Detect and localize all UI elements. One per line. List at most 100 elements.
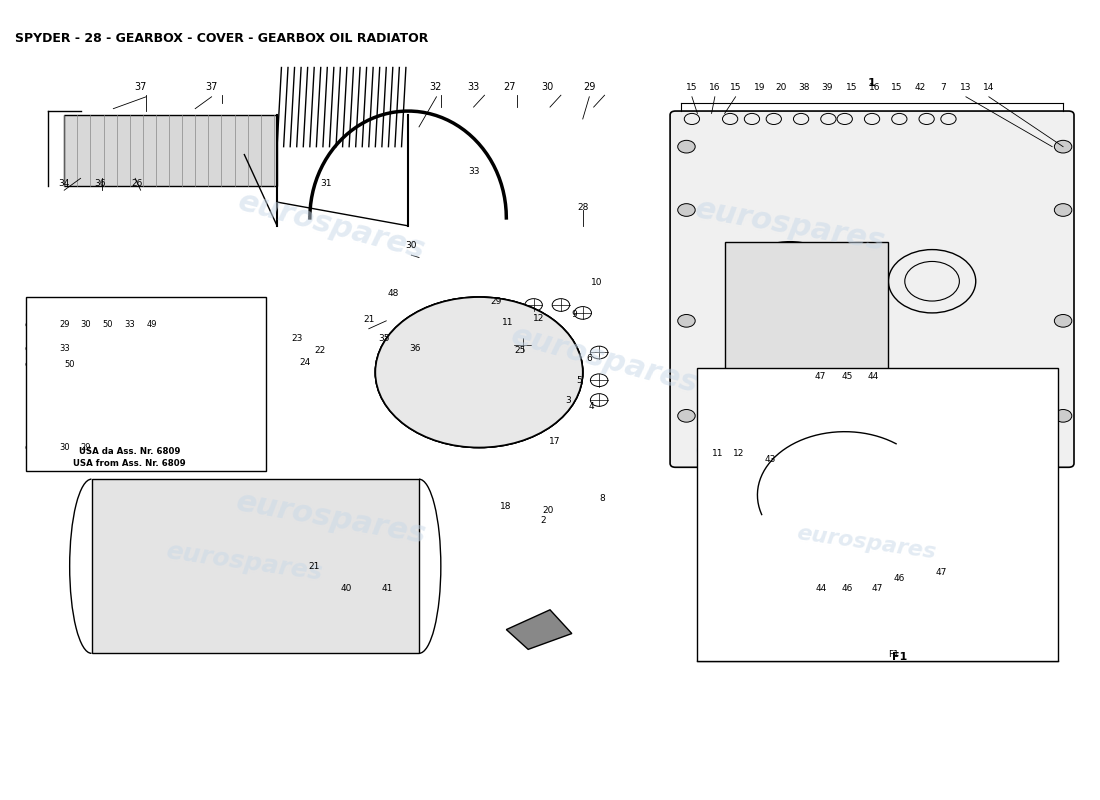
Text: 44: 44: [868, 372, 879, 381]
Text: 12: 12: [534, 314, 544, 323]
Circle shape: [678, 204, 695, 216]
Bar: [26, 297, 266, 471]
Text: 23: 23: [292, 334, 302, 342]
Circle shape: [1054, 314, 1071, 327]
Text: 46: 46: [842, 584, 852, 593]
Text: 15: 15: [729, 82, 741, 92]
Text: 10: 10: [591, 278, 603, 287]
Text: 33: 33: [468, 82, 480, 92]
Text: 30: 30: [541, 82, 554, 92]
Text: 47: 47: [872, 584, 883, 593]
Text: 4: 4: [588, 402, 594, 411]
Text: 38: 38: [799, 82, 810, 92]
Text: 24: 24: [300, 358, 311, 367]
Text: 30: 30: [80, 320, 91, 330]
Text: 6: 6: [586, 354, 592, 363]
Text: 44: 44: [815, 584, 826, 593]
Bar: [725, 242, 889, 384]
Text: 46: 46: [893, 574, 905, 582]
Text: eurospares: eurospares: [234, 187, 429, 265]
Text: 40: 40: [340, 584, 352, 593]
Text: eurospares: eurospares: [508, 322, 702, 399]
Text: 42: 42: [914, 82, 926, 92]
Text: eurospares: eurospares: [795, 523, 937, 562]
Text: 14: 14: [983, 82, 994, 92]
Text: 33: 33: [58, 344, 69, 353]
Text: 48: 48: [387, 289, 398, 298]
Text: 15: 15: [891, 82, 903, 92]
Text: USA da Ass. Nr. 6809: USA da Ass. Nr. 6809: [79, 447, 180, 456]
Text: 35: 35: [378, 334, 389, 342]
Text: 1: 1: [868, 78, 876, 88]
Text: 50: 50: [102, 320, 113, 330]
Circle shape: [47, 443, 58, 451]
Text: 3: 3: [565, 395, 571, 405]
Text: 33: 33: [124, 320, 135, 330]
Text: 16: 16: [869, 82, 880, 92]
Text: 9: 9: [571, 310, 576, 319]
Text: 37: 37: [206, 82, 218, 92]
Text: 7: 7: [940, 82, 946, 92]
Text: USA from Ass. Nr. 6809: USA from Ass. Nr. 6809: [74, 459, 186, 468]
Text: 22: 22: [314, 346, 326, 355]
Text: eurospares: eurospares: [693, 195, 888, 257]
Text: 5: 5: [576, 376, 582, 385]
Text: 28: 28: [578, 203, 588, 212]
Text: 17: 17: [549, 437, 560, 446]
Text: 30: 30: [406, 241, 417, 250]
Text: 11: 11: [713, 450, 724, 458]
Circle shape: [1054, 140, 1071, 153]
Text: 18: 18: [499, 502, 512, 511]
Text: 33: 33: [468, 167, 480, 177]
Text: 29: 29: [583, 82, 595, 92]
Text: 19: 19: [754, 82, 766, 92]
Text: 32: 32: [429, 82, 441, 92]
Text: 13: 13: [960, 82, 971, 92]
Text: 29: 29: [491, 297, 503, 306]
Text: eurospares: eurospares: [234, 488, 429, 550]
Text: 31: 31: [320, 179, 332, 188]
Text: 29: 29: [59, 320, 69, 330]
Circle shape: [26, 361, 37, 368]
Text: 34: 34: [58, 179, 70, 188]
Text: 29: 29: [80, 443, 91, 452]
Circle shape: [375, 297, 583, 447]
Text: F1: F1: [892, 652, 907, 662]
Text: 39: 39: [822, 82, 833, 92]
Circle shape: [26, 345, 37, 353]
Bar: [697, 368, 1057, 662]
Text: 49: 49: [146, 320, 157, 330]
Text: 26: 26: [132, 179, 143, 188]
Text: 47: 47: [815, 372, 826, 381]
Text: 37: 37: [134, 82, 146, 92]
Circle shape: [678, 140, 695, 153]
Text: 20: 20: [542, 506, 553, 515]
Text: 15: 15: [686, 82, 697, 92]
Text: SPYDER - 28 - GEARBOX - COVER - GEARBOX OIL RADIATOR: SPYDER - 28 - GEARBOX - COVER - GEARBOX …: [15, 32, 429, 45]
Text: 21: 21: [308, 562, 320, 570]
Circle shape: [678, 410, 695, 422]
Text: 50: 50: [65, 360, 75, 369]
Text: 12: 12: [734, 450, 745, 458]
Text: eurospares: eurospares: [164, 539, 324, 585]
Text: 20: 20: [776, 82, 788, 92]
Circle shape: [1054, 410, 1071, 422]
Text: 8: 8: [600, 494, 605, 503]
Text: 25: 25: [515, 346, 526, 355]
Text: 45: 45: [842, 372, 852, 381]
Text: 43: 43: [764, 455, 777, 464]
Text: 41: 41: [382, 584, 393, 593]
Text: eurospares: eurospares: [693, 432, 888, 494]
Bar: [64, 115, 277, 186]
Text: 21: 21: [363, 314, 374, 324]
Bar: [91, 479, 419, 654]
Text: 27: 27: [504, 82, 516, 92]
Text: 2: 2: [540, 516, 547, 525]
FancyBboxPatch shape: [670, 111, 1074, 467]
Circle shape: [1054, 204, 1071, 216]
Text: 16: 16: [710, 82, 720, 92]
Text: 36: 36: [409, 344, 420, 353]
Text: 11: 11: [502, 318, 514, 327]
Text: 15: 15: [846, 82, 857, 92]
Text: 36: 36: [95, 179, 106, 188]
